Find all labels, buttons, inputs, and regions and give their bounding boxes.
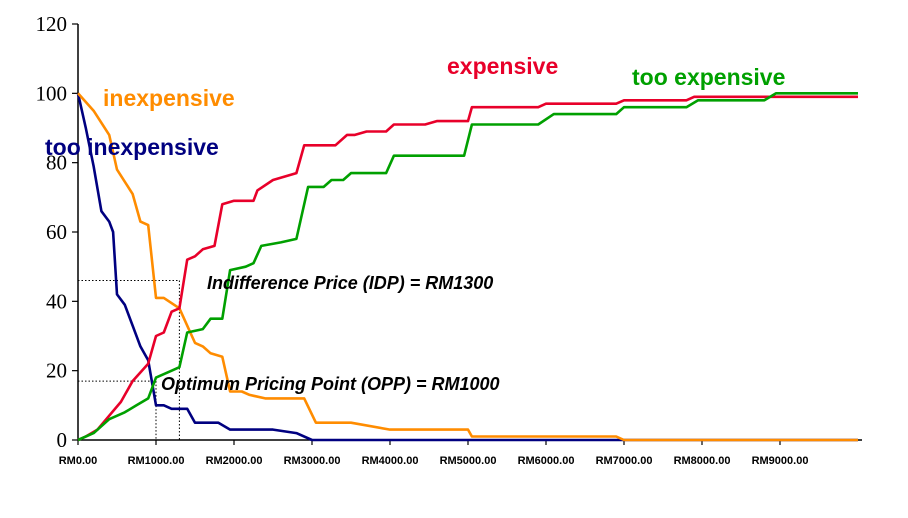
series-label-too-expensive: too expensive xyxy=(632,64,785,90)
y-tick-label: 40 xyxy=(46,289,67,313)
x-tick-label: RM9000.00 xyxy=(752,455,809,467)
x-tick-label: RM8000.00 xyxy=(674,455,731,467)
x-tick-label: RM5000.00 xyxy=(440,455,497,467)
annotation-opp: Optimum Pricing Point (OPP) = RM1000 xyxy=(161,374,500,394)
series-label-too-inexpensive: too inexpensive xyxy=(45,134,219,160)
series-line-inexpensive xyxy=(77,92,858,442)
x-tick-label: RM2000.00 xyxy=(206,455,263,467)
x-tick-label: RM3000.00 xyxy=(284,455,341,467)
series-line-expensive xyxy=(77,95,858,442)
x-tick-label: RM4000.00 xyxy=(362,455,419,467)
series-line-too-expensive xyxy=(77,92,858,442)
y-tick-label: 60 xyxy=(46,220,67,244)
x-tick-label: RM1000.00 xyxy=(128,455,185,467)
x-tick-label: RM0.00 xyxy=(59,455,98,467)
x-tick-label: RM7000.00 xyxy=(596,455,653,467)
y-tick-label: 100 xyxy=(36,81,68,105)
series-label-expensive: expensive xyxy=(447,53,558,79)
series-labels: too inexpensive inexpensive expensive to… xyxy=(45,53,785,394)
series-line-too-inexpensive xyxy=(76,93,858,442)
annotation-idp: Indifference Price (IDP) = RM1300 xyxy=(207,273,493,293)
series-lines xyxy=(76,92,858,442)
x-tick-label: RM6000.00 xyxy=(518,455,575,467)
y-tick-label: 20 xyxy=(46,359,67,383)
series-label-inexpensive: inexpensive xyxy=(103,85,235,111)
y-tick-label: 0 xyxy=(57,428,68,452)
axes: 0 20 40 60 80 100 120 RM0.00 RM1000.00 RM2000.00 R… xyxy=(36,12,862,467)
y-tick-label: 120 xyxy=(36,12,68,36)
y-tick-label: 80 xyxy=(46,151,67,175)
guide-lines xyxy=(78,280,180,440)
